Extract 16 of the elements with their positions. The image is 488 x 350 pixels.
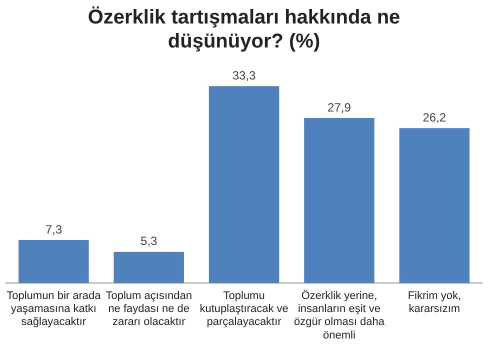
bar (399, 128, 470, 284)
x-tick-label: Fikrim yok, kararsızım (408, 290, 461, 316)
data-label: 26,2 (422, 110, 446, 124)
data-label: 7,3 (45, 222, 62, 236)
x-tick-label: Toplumun bir arada yaşamasına katkı sağlayacaktır (6, 290, 102, 328)
bar (18, 240, 89, 284)
data-label: 33,3 (232, 68, 256, 82)
chart-title: Özerklik tartışmaları hakkında ne düşünüyor? (%) (88, 6, 400, 53)
bar (114, 252, 184, 284)
x-tick-label: Toplumu kutuplaştıracak ve parçalayacaktır (200, 290, 288, 328)
bar (304, 118, 374, 284)
data-label: 27,9 (328, 100, 352, 114)
x-tick-label: Özerklik yerine, insanların eşit ve özgür olması daha önemli (294, 288, 386, 342)
data-label: 5,3 (140, 234, 158, 248)
bar (208, 86, 280, 284)
x-tick-label: Toplum açısından ne faydası ne de zararı olacaktır (106, 290, 192, 328)
